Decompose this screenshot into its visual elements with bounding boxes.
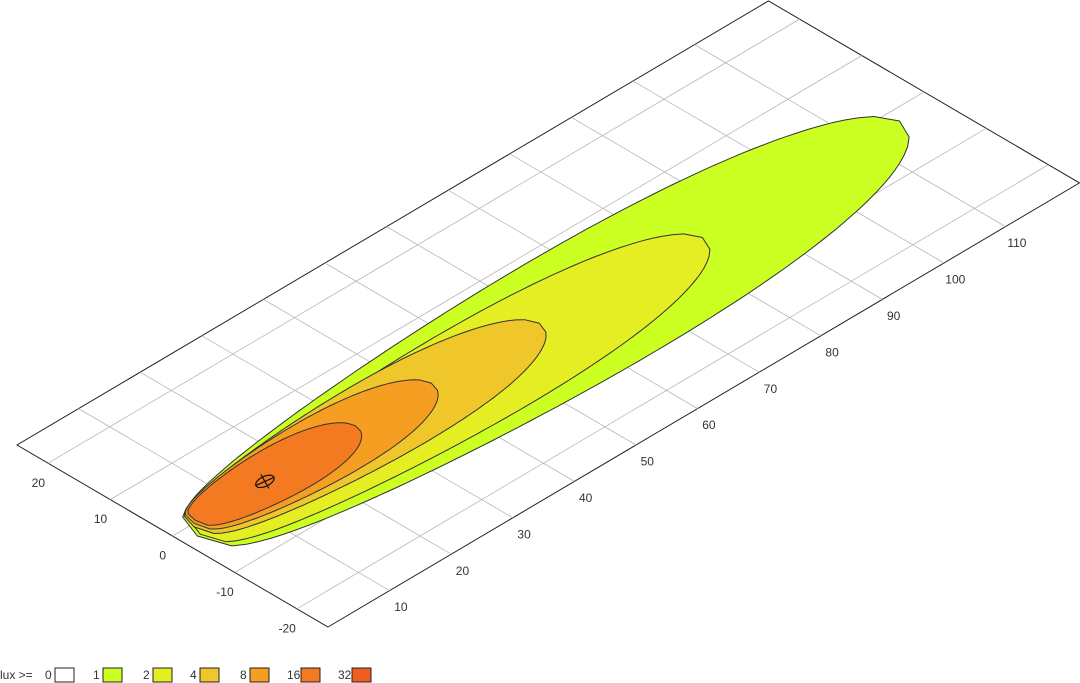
grid-line	[296, 164, 1049, 610]
x-tick-label: 40	[579, 491, 593, 505]
legend-swatch	[249, 667, 270, 683]
y-tick-label: 10	[94, 512, 108, 526]
contours	[182, 116, 910, 547]
legend-label: 2	[143, 668, 150, 682]
legend-label: 32	[338, 668, 352, 682]
x-tick-label: 10	[394, 600, 408, 614]
lamp-marker	[255, 474, 275, 489]
legend-swatch	[54, 667, 75, 683]
x-tick-label: 30	[517, 527, 531, 541]
y-tick-label: -10	[216, 585, 234, 599]
legend-label: 1	[93, 668, 100, 682]
x-tick-label: 80	[825, 345, 839, 359]
legend-swatch	[300, 667, 321, 683]
x-tick-label: 60	[702, 418, 716, 432]
y-tick-label: 20	[32, 476, 46, 490]
grid-line	[47, 18, 800, 464]
legend-swatch	[152, 667, 173, 683]
x-tick-label: 100	[945, 273, 965, 287]
legend-label: 4	[190, 668, 197, 682]
y-tick-label: -20	[278, 621, 296, 635]
y-tick-label: 0	[159, 549, 166, 563]
x-tick-label: 20	[456, 564, 470, 578]
x-tick-label: 110	[1007, 236, 1026, 250]
x-tick-label: 70	[764, 382, 778, 396]
legend: lux >= 0 1 2 4 8 16 32	[0, 667, 372, 683]
tick-labels: 10 20 30 40 50 60 70 80 90 100 110 -20 -10 0 10 20	[32, 236, 1027, 635]
legend-swatch	[199, 667, 220, 683]
x-tick-label: 50	[641, 455, 655, 469]
x-tick-label: 90	[887, 309, 901, 323]
contour-region	[187, 422, 363, 526]
legend-label: 0	[45, 668, 52, 682]
legend-label: 16	[287, 668, 301, 682]
legend-swatch	[102, 667, 123, 683]
legend-swatch	[351, 667, 372, 683]
legend-title: lux >=	[0, 668, 33, 682]
legend-label: 8	[240, 668, 247, 682]
grid-line	[110, 55, 863, 500]
